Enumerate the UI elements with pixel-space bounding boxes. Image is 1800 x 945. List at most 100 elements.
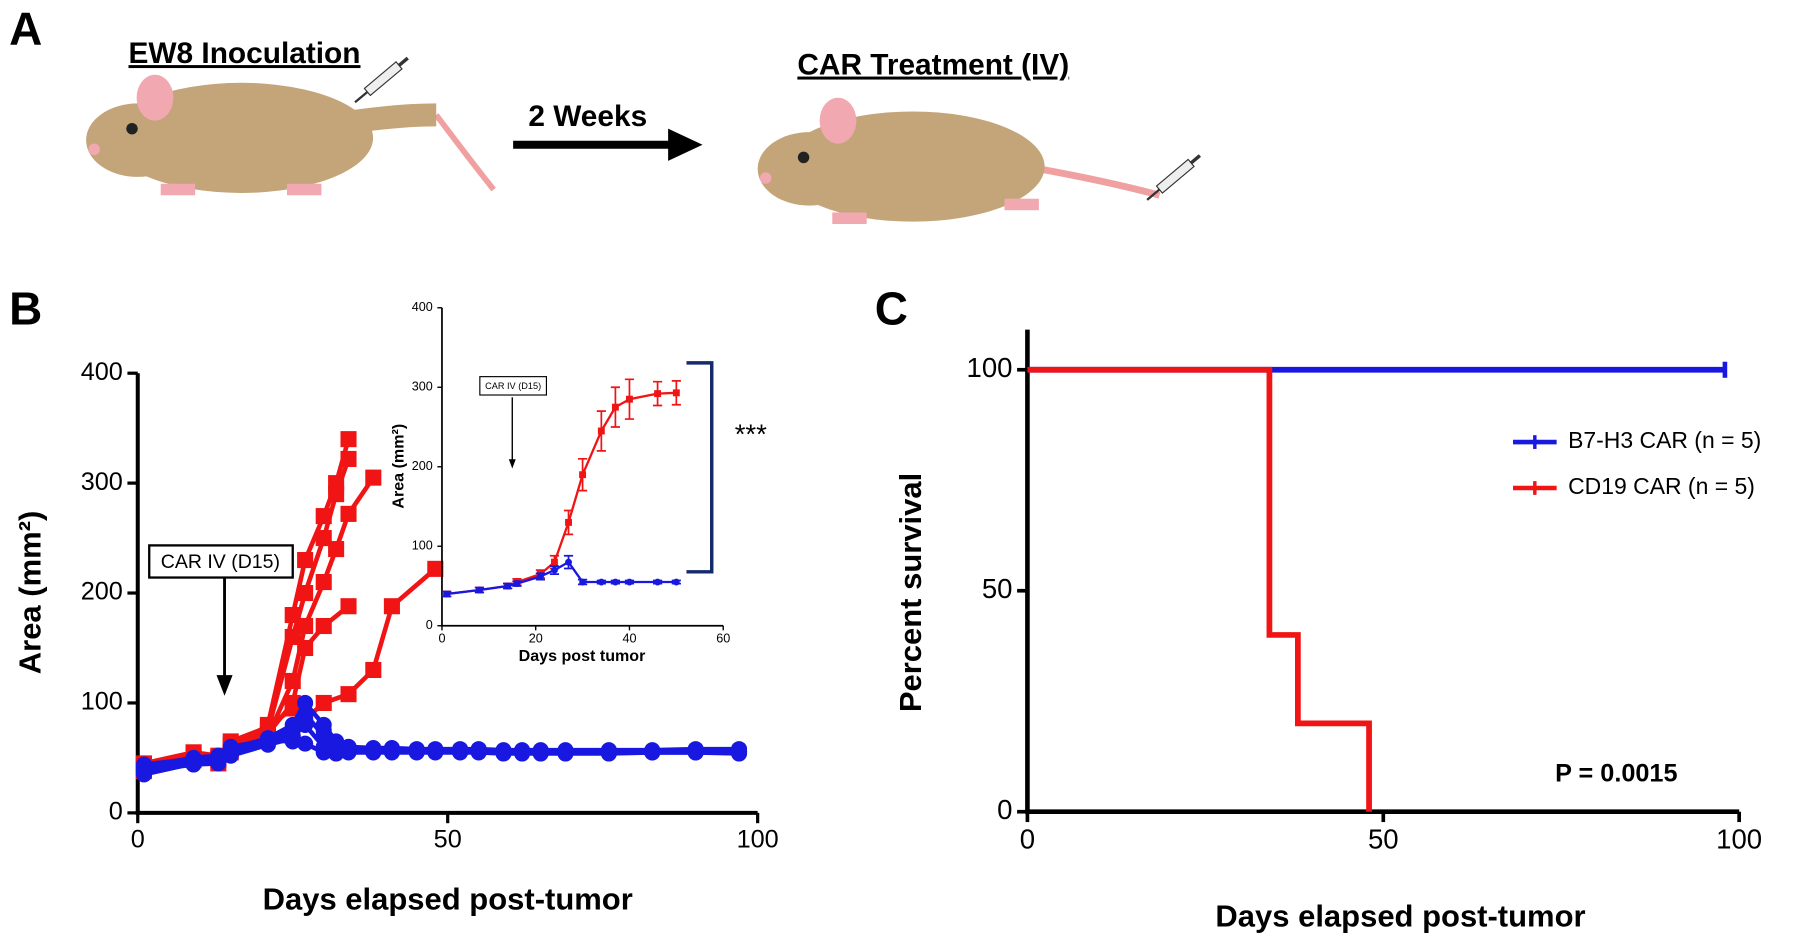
annotation-arrowhead	[508, 459, 516, 469]
y-tick-label: 300	[81, 468, 123, 496]
y-tick-label: 50	[982, 573, 1013, 604]
marker	[551, 566, 558, 574]
y-tick-label: 0	[109, 798, 123, 826]
marker	[611, 403, 619, 411]
x-tick-label: 50	[434, 826, 462, 854]
marker	[597, 578, 605, 586]
y-tick-label: 400	[412, 300, 433, 314]
marker	[315, 574, 332, 591]
marker	[597, 427, 605, 435]
marker	[340, 450, 357, 467]
data-line	[143, 476, 376, 774]
marker	[340, 598, 357, 615]
significance-label: ***	[735, 419, 767, 450]
marker	[470, 743, 487, 760]
marker	[328, 486, 345, 503]
marker	[383, 743, 400, 760]
x-axis-title: Days elapsed post-tumor	[1215, 899, 1585, 934]
data-line	[446, 391, 677, 596]
marker	[579, 578, 587, 586]
marker	[672, 389, 680, 397]
marker	[284, 628, 301, 646]
legend-label: B7-H3 CAR (n = 5)	[1568, 427, 1761, 453]
marker	[600, 744, 617, 761]
marker	[297, 716, 314, 733]
marker	[340, 743, 357, 760]
marker	[365, 469, 382, 486]
significance-bracket	[686, 361, 714, 574]
step-label: EW8 Inoculation	[129, 37, 361, 70]
marker	[297, 694, 314, 711]
survival-curve	[1027, 366, 1372, 812]
marker	[611, 578, 619, 586]
marker	[565, 518, 572, 526]
y-tick-label: 0	[426, 618, 433, 632]
marker	[315, 722, 332, 739]
marker	[443, 590, 451, 598]
x-tick-label: 0	[131, 826, 145, 854]
marker	[427, 743, 444, 760]
marker	[654, 390, 662, 398]
marker	[504, 582, 512, 590]
arrow	[513, 128, 703, 161]
marker	[513, 580, 521, 588]
marker	[315, 738, 332, 755]
y-tick-label: 0	[997, 794, 1012, 825]
marker	[315, 617, 332, 635]
marker	[365, 661, 382, 679]
marker	[579, 471, 587, 479]
marker	[315, 530, 332, 547]
annotation-box	[479, 376, 548, 396]
marker	[644, 743, 661, 760]
marker	[654, 578, 662, 586]
marker	[340, 505, 357, 522]
marker	[297, 617, 314, 635]
marker	[626, 395, 633, 403]
y-tick-label: 400	[81, 358, 123, 386]
marker	[551, 558, 558, 566]
marker	[284, 700, 301, 717]
annotation: CAR IV (D15)	[161, 551, 280, 573]
marker	[210, 749, 227, 766]
marker	[408, 743, 425, 760]
marker	[259, 734, 276, 751]
step-label: CAR Treatment (IV)	[797, 49, 1069, 82]
y-tick-label: 100	[81, 688, 123, 716]
marker	[365, 743, 382, 760]
marker	[427, 560, 444, 577]
mouse	[86, 56, 496, 196]
x-tick-label: 100	[737, 826, 779, 854]
x-tick-label: 0	[1020, 824, 1035, 855]
x-axis-title: Days post tumor	[519, 647, 646, 665]
marker	[452, 743, 469, 760]
marker	[557, 744, 574, 761]
marker	[297, 735, 314, 752]
mouse	[757, 97, 1201, 224]
marker	[340, 686, 357, 703]
marker	[495, 744, 512, 761]
panel-label: B	[9, 282, 42, 334]
marker	[222, 742, 239, 759]
annotation-box	[148, 544, 294, 579]
marker	[536, 573, 544, 580]
x-tick-label: 40	[622, 632, 636, 646]
marker	[297, 585, 314, 602]
y-tick-label: 300	[412, 380, 433, 394]
y-tick-label: 200	[412, 459, 433, 473]
marker	[185, 750, 202, 768]
marker	[672, 578, 680, 586]
x-tick-label: 100	[1716, 824, 1762, 855]
marker	[383, 598, 400, 615]
y-tick-label: 100	[967, 352, 1013, 383]
marker	[135, 756, 152, 773]
x-tick-label: 20	[529, 632, 543, 646]
y-tick-label: 100	[412, 539, 433, 553]
x-axis-title: Days elapsed post-tumor	[263, 881, 633, 916]
annotation: CAR IV (D15)	[485, 381, 541, 391]
marker	[532, 744, 549, 761]
marker	[476, 586, 483, 594]
marker	[328, 744, 345, 761]
annotation-arrowhead	[216, 675, 233, 696]
marker	[514, 744, 531, 761]
